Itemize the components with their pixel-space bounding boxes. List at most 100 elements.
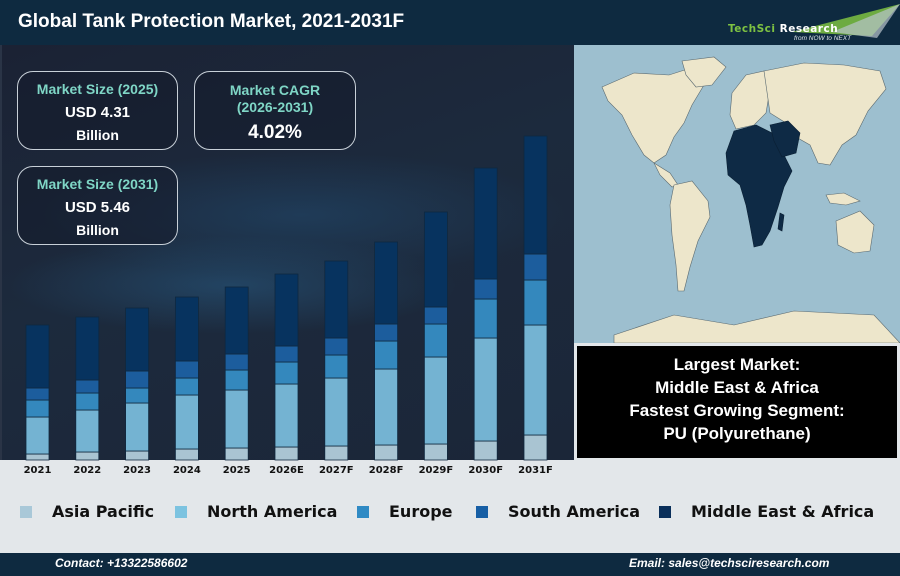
kpi-value: USD 4.31	[64, 104, 131, 121]
bar-segment-north-america-2022	[75, 409, 100, 453]
bar-segment-asia-pacific-2025	[224, 447, 249, 461]
bar-segment-north-america-2027f	[324, 377, 349, 447]
bar-segment-south-america-2022	[75, 379, 100, 394]
key-insights-box: Largest Market: Middle East & Africa Fas…	[577, 346, 897, 458]
x-axis-band	[0, 460, 574, 480]
bar-segment-middle-east-africa-2031f	[523, 135, 548, 255]
middle-east-shape-highlighted	[769, 120, 801, 158]
legend-swatch	[476, 505, 488, 518]
bar-segment-middle-east-africa-2030f	[473, 167, 498, 280]
bar-segment-europe-2025	[224, 369, 249, 391]
kpi-value: 4.02%	[248, 122, 302, 143]
world-map	[574, 45, 900, 343]
bar-segment-europe-2028f	[374, 340, 399, 370]
kpi-unit: Billion	[76, 222, 119, 238]
bar-segment-middle-east-africa-2027f	[324, 260, 349, 339]
madagascar-shape-highlighted	[777, 212, 785, 232]
bar-segment-middle-east-africa-2024	[174, 296, 199, 362]
page-title: Global Tank Protection Market, 2021-2031…	[18, 11, 405, 32]
bar-segment-south-america-2026e	[274, 345, 299, 363]
bar-segment-asia-pacific-2031f	[523, 434, 548, 461]
australia-shape	[835, 210, 875, 254]
x-tick-label: 2022	[73, 465, 101, 476]
kpi-label: Market Size (2025)	[36, 81, 159, 97]
legend-label: South America	[508, 502, 641, 521]
contact-email[interactable]: Email: sales@techsciresearch.com	[629, 556, 830, 570]
legend-item-south-america: South America	[476, 502, 640, 521]
bar-segment-middle-east-africa-2022	[75, 316, 100, 381]
bar-segment-asia-pacific-2021	[25, 453, 50, 461]
bar-segment-middle-east-africa-2026e	[274, 273, 299, 347]
kpi-unit: Billion	[76, 127, 119, 143]
bar-segment-asia-pacific-2028f	[374, 444, 399, 461]
bar-segment-south-america-2030f	[473, 278, 498, 300]
legend-label: North America	[207, 502, 338, 521]
bar-segment-asia-pacific-2022	[75, 451, 100, 461]
bar-segment-south-america-2029f	[423, 306, 448, 325]
logo-swoosh-icon	[792, 4, 900, 38]
kpi-value: USD 5.46	[64, 199, 131, 216]
indonesia-shape	[825, 192, 861, 206]
bar-segment-north-america-2031f	[523, 324, 548, 436]
x-tick-label: 2031F	[518, 465, 553, 476]
central-america-shape	[653, 162, 679, 188]
bar-segment-europe-2022	[75, 392, 100, 411]
legend-swatch	[659, 505, 671, 518]
fastest-segment-value: PU (Polyurethane)	[663, 424, 811, 443]
bar-segment-middle-east-africa-2028f	[374, 241, 399, 325]
bar-segment-europe-2027f	[324, 354, 349, 379]
kpi-label: Market CAGR	[229, 82, 321, 98]
antarctica-shape	[613, 310, 900, 343]
bar-segment-asia-pacific-2030f	[473, 440, 498, 461]
fastest-segment-label: Fastest Growing Segment:	[629, 401, 845, 420]
bar-segment-middle-east-africa-2029f	[423, 211, 448, 308]
x-tick-label: 2024	[173, 465, 201, 476]
bar-segment-south-america-2031f	[523, 253, 548, 281]
bar-segment-north-america-2025	[224, 389, 249, 449]
kpi-market-size-2025: Market Size (2025) USD 4.31 Billion	[17, 71, 178, 150]
kpi-label-period: (2026-2031)	[236, 99, 314, 115]
x-tick-label: 2023	[123, 465, 151, 476]
bar-segment-south-america-2023	[125, 370, 149, 389]
bar-segment-asia-pacific-2023	[125, 450, 149, 461]
bar-segment-north-america-2029f	[423, 356, 448, 445]
bar-segment-europe-2023	[125, 387, 149, 404]
legend-swatch	[357, 505, 369, 518]
bar-segment-north-america-2021	[25, 416, 50, 455]
bar-segment-asia-pacific-2026e	[274, 446, 299, 461]
x-axis-labels: 2021 2022 2023 2024 2025 2026E 2027F 2028F 2029F…	[24, 465, 553, 476]
legend-item-europe: Europe	[357, 502, 453, 521]
bar-segment-south-america-2021	[25, 387, 50, 401]
bar-segment-north-america-2026e	[274, 383, 299, 448]
bar-segment-middle-east-africa-2021	[25, 324, 50, 389]
bar-segment-asia-pacific-2024	[174, 448, 199, 461]
legend-label: Europe	[389, 502, 453, 521]
bar-segment-south-america-2024	[174, 360, 199, 379]
header-bar: Global Tank Protection Market, 2021-2031…	[0, 0, 900, 45]
chart-legend: Asia Pacific North America Europe South …	[0, 480, 900, 545]
logo-tagline: from NOW to NEXT	[794, 35, 852, 42]
bars-layer	[25, 135, 548, 461]
techsci-logo: TechSci Research from NOW to NEXT	[722, 2, 900, 42]
bar-segment-europe-2026e	[274, 361, 299, 385]
kpi-label: Market Size (2031)	[36, 176, 159, 192]
bar-segment-asia-pacific-2027f	[324, 445, 349, 461]
x-tick-label: 2028F	[369, 465, 404, 476]
x-tick-label: 2025	[223, 465, 251, 476]
bar-segment-asia-pacific-2029f	[423, 443, 448, 461]
europe-shape	[729, 70, 771, 130]
stacked-bar-chart: 2021 2022 2023 2024 2025 2026E 2027F 2028F 2029F…	[0, 135, 574, 480]
x-tick-label: 2030F	[468, 465, 503, 476]
x-tick-label: 2026E	[269, 465, 304, 476]
greenland-shape	[681, 56, 727, 88]
largest-market-label: Largest Market:	[673, 355, 801, 374]
contact-phone: Contact: +13322586602	[55, 556, 188, 570]
bar-segment-europe-2031f	[523, 279, 548, 326]
bar-segment-europe-2021	[25, 399, 50, 418]
legend-swatch	[20, 505, 32, 518]
legend-item-middle-east-africa: Middle East & Africa	[659, 502, 874, 521]
legend-item-north-america: North America	[175, 502, 337, 521]
bar-segment-europe-2030f	[473, 298, 498, 339]
south-america-shape	[669, 180, 711, 292]
world-map-svg	[601, 56, 900, 343]
